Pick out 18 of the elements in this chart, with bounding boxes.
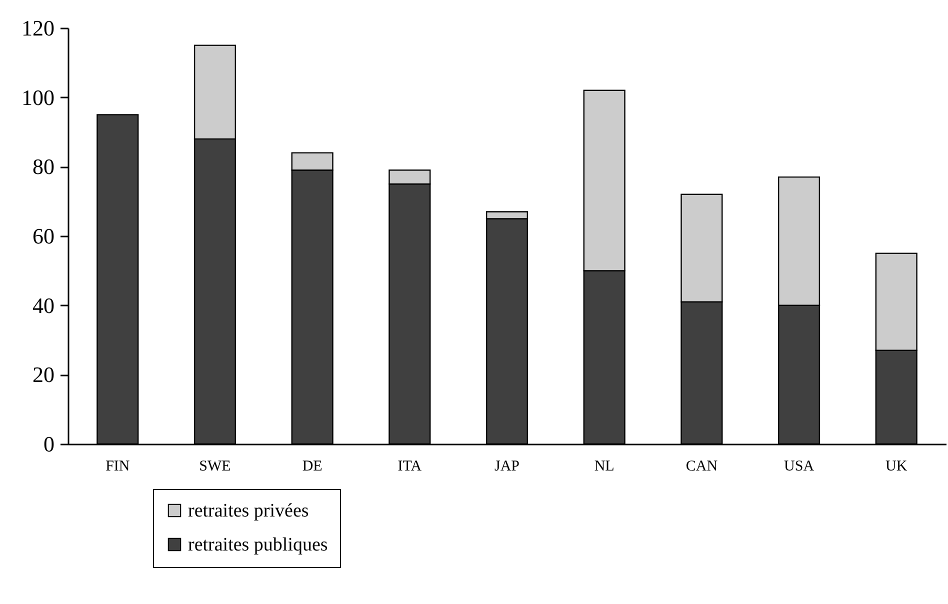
- y-tick-label: 0: [44, 432, 54, 456]
- x-tick-label: DE: [302, 458, 322, 474]
- x-tick-label: UK: [886, 458, 908, 474]
- x-tick-label: USA: [784, 458, 814, 474]
- y-tick-label: 40: [32, 292, 54, 318]
- x-tick-label: SWE: [199, 458, 231, 474]
- y-tick-label: 120: [22, 16, 54, 40]
- x-tick-label: JAP: [494, 458, 520, 474]
- legend-label: retraites publiques: [188, 534, 328, 556]
- y-tick-label: 100: [22, 84, 54, 110]
- x-tick-label: CAN: [686, 458, 718, 474]
- y-tick-label: 80: [32, 154, 54, 180]
- y-tick-label: 60: [32, 224, 54, 248]
- x-tick-label: FIN: [106, 458, 130, 474]
- x-tick-label: NL: [594, 458, 614, 474]
- legend-label: retraites privées: [188, 500, 309, 522]
- y-tick-label: 20: [32, 362, 54, 388]
- x-tick-label: ITA: [398, 458, 422, 474]
